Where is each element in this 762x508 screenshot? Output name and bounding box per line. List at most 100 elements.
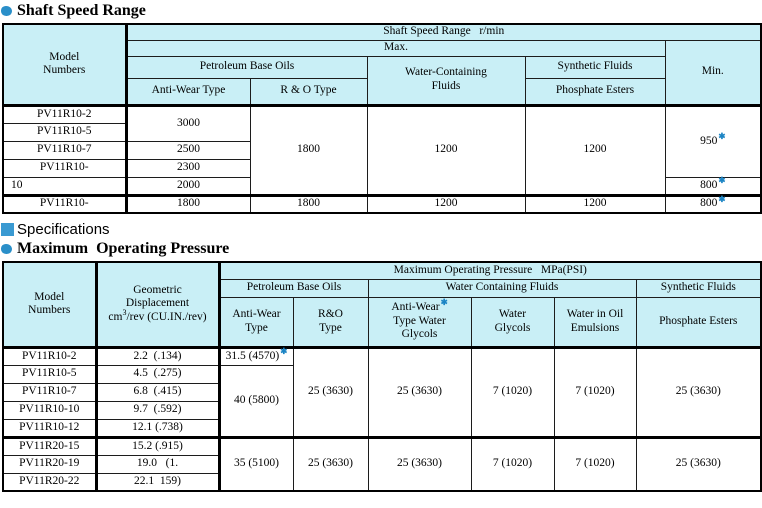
petroleum-base-oils-header: Petroleum Base Oils (218, 278, 369, 298)
min-value: 800 (700, 178, 718, 191)
table-row: PV11R20-19 19.0 (1. (2, 454, 761, 474)
anti-wear-type-header: Anti-Wear Type (218, 296, 294, 348)
table-row: Petroleum Base Oils Water-Containing Flu… (3, 55, 761, 106)
anti-wear-speed-cell: 2300 (125, 158, 251, 178)
round-bullet-icon (1, 6, 12, 16)
model-cell: PV11R20-15 (2, 435, 98, 456)
aw-water-glycols-header: Anti-Wear✱ Type Water Glycols (367, 296, 472, 348)
aw-water-glycols-pressure-cell: 25 (3630) (367, 345, 472, 438)
table-row: PV11R10-5 (2, 122, 761, 142)
shaft-speed-range-header: Shaft Speed Range r/min (125, 23, 762, 41)
synthetic-fluids-header: Synthetic Fluids (524, 55, 666, 79)
water-glycols-pressure-cell: 7 (1020) (470, 345, 555, 438)
displacement-cell: 15.2 (.915) (95, 435, 221, 456)
model-cell: PV11R10-5 (2, 364, 98, 384)
min-header: Min. (664, 39, 762, 106)
petroleum-base-oils-header: Petroleum Base Oils (125, 55, 368, 79)
section-title-text: Specifications (17, 221, 110, 238)
geometric-displacement-header: Geometric Displacement cm3/rev (CU.IN./r… (95, 261, 221, 348)
geo-line2: Displacement (125, 297, 190, 310)
displacement-cell: 9.7 (.592) (95, 400, 221, 420)
pressure-table: Model Numbers Geometric Displacement cm3… (2, 261, 762, 492)
displacement-cell: 6.8 (.415) (95, 382, 221, 402)
water-glycols-pressure-cell: 7 (1020) (470, 435, 555, 492)
ro-type-header: R & O Type (249, 77, 368, 106)
page: Shaft Speed Range Model Numbers Shaft Sp… (1, 2, 762, 492)
model-cell: 10 (2, 176, 128, 196)
displacement-cell: 22.1 159) (95, 472, 221, 492)
anti-wear-pressure-cell: 35 (5100) (218, 435, 294, 492)
water-in-oil-pressure-cell: 7 (1020) (553, 345, 637, 438)
geo-unit-pre: cm (108, 311, 123, 324)
geo-unit-post: /rev (CU.IN./rev) (126, 311, 207, 324)
model-cell: PV11R20-22 (2, 472, 98, 492)
phosphate-esters-header: Phosphate Esters (635, 296, 762, 348)
ro-pressure-cell: 25 (3630) (292, 345, 369, 438)
min-speed-cell: 800✱ (664, 193, 762, 214)
awwg-line1: Anti-Wear (391, 301, 440, 314)
phosphate-esters-header: Phosphate Esters (524, 77, 666, 106)
table-row: PV11R10- 1800 1800 1200 1200 800✱ (2, 193, 762, 214)
table-row: PV11R20-15 15.2 (.915) 35 (5100) 25 (363… (2, 435, 762, 492)
model-numbers-header: Model Numbers (2, 261, 98, 348)
section-title-text: Shaft Speed Range (17, 2, 146, 19)
phosphate-speed-cell: 1200 (524, 103, 666, 196)
water-in-oil-pressure-cell: 7 (1020) (553, 435, 637, 492)
table-row: PV11R10-7 6.8 (.415) (2, 382, 761, 402)
round-bullet-icon (1, 244, 12, 254)
water-speed-cell: 1200 (366, 193, 526, 214)
table-row: Anti-Wear Type R & O Type Phosphate Este… (3, 77, 761, 106)
model-numbers-header: Model Numbers (2, 23, 128, 106)
specifications-section-title: Specifications (1, 221, 762, 238)
anti-wear-type-header: Anti-Wear Type (125, 77, 251, 106)
model-cell: PV11R10-12 (2, 418, 98, 438)
table-row: Anti-Wear Type R&O Type Anti-Wear✱ Type … (3, 296, 762, 348)
table-row: PV11R10- 2300 (2, 158, 761, 178)
table-row: Petroleum Base Oils Water Containing Flu… (3, 278, 762, 298)
table-row: PV11R10-12 12.1 (.738) (2, 418, 761, 438)
model-cell: PV11R10- (2, 158, 128, 178)
ro-speed-cell: 1800 (249, 193, 368, 214)
geo-unit-sup: 3 (122, 308, 127, 318)
table-row: Model Numbers Shaft Speed Range r/min (2, 23, 762, 106)
shaft-speed-section-title: Shaft Speed Range (1, 2, 762, 20)
table-row: PV11R10-2 3000 1800 1200 1200 950✱ (2, 103, 762, 196)
pressure-section-title: Maximum Operating Pressure (1, 240, 762, 258)
footnote-marker-icon: ✱ (280, 345, 288, 356)
phosphate-pressure-cell: 25 (3630) (635, 345, 762, 438)
table-row: Model Numbers Geometric Displacement cm3… (2, 261, 762, 348)
table-row: Max. Min. (3, 39, 762, 106)
square-bullet-icon (1, 223, 14, 236)
anti-wear-speed-cell: 1800 (125, 193, 251, 214)
ro-speed-cell: 1800 (249, 103, 368, 196)
table-row: 10 2000 800✱ (2, 174, 762, 196)
geo-line1: Geometric (133, 283, 182, 296)
table-row: PV11R10-2 2.2 (.134) 31.5 (4570)✱ 25 (36… (2, 345, 762, 438)
min-speed-cell: 950✱ (664, 103, 762, 178)
model-cell: PV11R10-2 (2, 103, 128, 124)
water-glycols-header: Water Glycols (470, 296, 555, 348)
footnote-marker-icon: ✱ (718, 174, 726, 185)
model-cell: PV11R10-5 (2, 122, 128, 142)
water-in-oil-header: Water in Oil Emulsions (553, 296, 637, 348)
anti-wear-speed-cell: 2500 (125, 140, 251, 160)
model-cell: PV11R10- (2, 193, 128, 214)
aw-water-glycols-pressure-cell: 25 (3630) (367, 435, 472, 492)
max-header: Max. (125, 39, 666, 57)
model-cell: PV11R10-7 (2, 382, 98, 402)
ro-pressure-cell: 25 (3630) (292, 435, 369, 492)
synthetic-fluids-header: Synthetic Fluids (635, 278, 762, 298)
anti-wear-speed-cell: 2000 (125, 176, 251, 196)
displacement-cell: 4.5 (.275) (95, 364, 221, 384)
displacement-cell: 2.2 (.134) (95, 345, 221, 366)
table-row: PV11R10-7 2500 (2, 140, 761, 160)
awwg-line2: Type Water (393, 314, 446, 327)
model-cell: PV11R10-10 (2, 400, 98, 420)
anti-wear-pressure-cell: 31.5 (4570)✱ (218, 345, 294, 366)
min-speed-cell: 800✱ (664, 174, 762, 196)
section-title-text: Maximum Operating Pressure (17, 240, 230, 257)
awwg-line3: Glycols (401, 328, 438, 341)
shaft-speed-table: Model Numbers Shaft Speed Range r/min Ma… (2, 23, 762, 214)
min-value: 800 (700, 197, 718, 210)
model-cell: PV11R10-7 (2, 140, 128, 160)
